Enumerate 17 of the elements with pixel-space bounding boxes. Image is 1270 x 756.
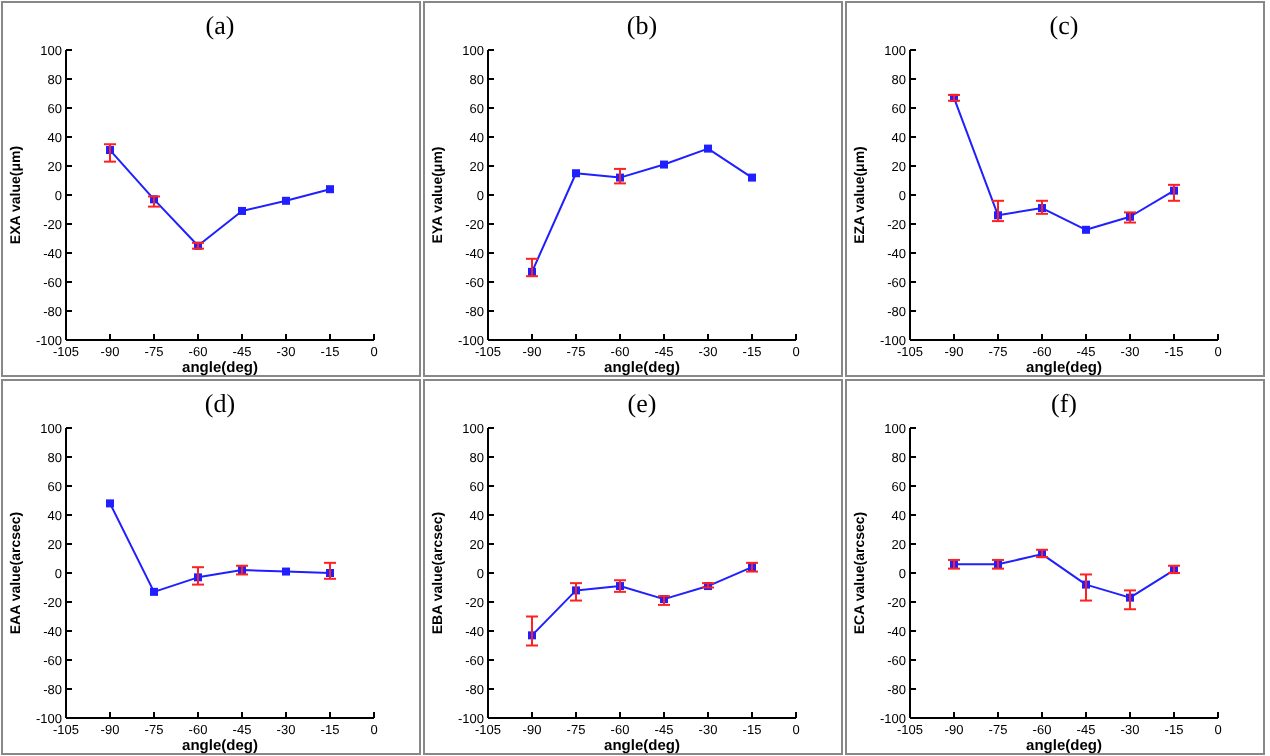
chart-title: (d) <box>204 388 236 418</box>
point <box>326 185 334 194</box>
point <box>106 499 114 508</box>
point <box>704 144 712 153</box>
point <box>1082 225 1090 234</box>
point <box>660 160 668 169</box>
chart-title: (f) <box>1051 388 1077 418</box>
chart-title: (a) <box>205 10 235 40</box>
point <box>572 169 580 178</box>
point <box>238 206 246 215</box>
point <box>282 196 290 205</box>
chart-title: (c) <box>1049 10 1079 40</box>
chart-title: (b) <box>626 10 658 40</box>
point <box>150 587 158 596</box>
chart-title: (e) <box>627 388 657 418</box>
point <box>748 173 756 182</box>
point <box>282 567 290 576</box>
